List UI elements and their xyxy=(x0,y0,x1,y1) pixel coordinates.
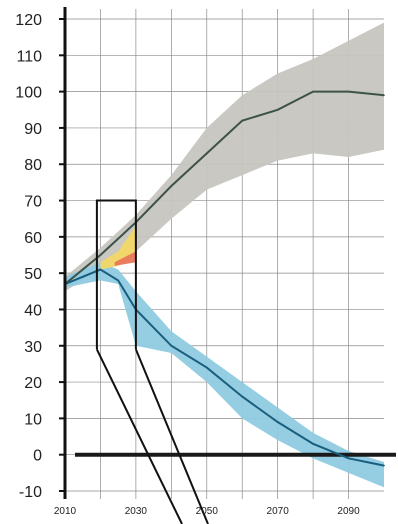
series-point xyxy=(383,94,385,97)
y-tick-label: 60 xyxy=(24,230,42,247)
series-line xyxy=(64,90,385,285)
y-tick-label: 110 xyxy=(16,48,42,65)
callout-leader-line xyxy=(96,348,183,524)
x-tick-label: 2010 xyxy=(54,506,77,517)
y-tick-label: 50 xyxy=(24,266,42,283)
y-tick-label: -10 xyxy=(19,484,42,501)
series-point xyxy=(312,443,314,445)
axes xyxy=(59,7,67,499)
series-point xyxy=(99,254,102,256)
series-line xyxy=(64,268,385,467)
series-point xyxy=(241,395,244,398)
band-area xyxy=(114,251,136,266)
series-point xyxy=(241,119,244,122)
series-point xyxy=(170,185,173,187)
y-tick-label: 20 xyxy=(24,375,42,392)
series-point xyxy=(276,108,279,111)
y-tick-label: 100 xyxy=(15,85,42,102)
y-tick-label: 30 xyxy=(24,339,42,356)
band-area xyxy=(65,22,384,292)
series-point xyxy=(347,90,350,93)
series-point xyxy=(347,457,350,460)
series-point xyxy=(312,90,314,93)
series-point xyxy=(276,421,279,423)
callout-leader-line xyxy=(134,349,209,524)
y-tick-label: 70 xyxy=(24,194,42,211)
series-point xyxy=(170,344,173,347)
callout-box xyxy=(95,199,209,524)
series-point xyxy=(383,464,385,467)
y-tick-label: 10 xyxy=(24,411,42,428)
series-point xyxy=(99,268,102,271)
y-tick-label: 80 xyxy=(24,157,42,174)
x-tick-label: 2030 xyxy=(125,506,148,517)
series-point xyxy=(205,152,208,155)
y-tick-label: 0 xyxy=(33,448,42,465)
series-lines xyxy=(64,90,385,467)
y-tick-label: 90 xyxy=(24,121,42,138)
x-tick-label: 2050 xyxy=(196,506,219,517)
series-point xyxy=(117,279,119,282)
x-tick-label: 2090 xyxy=(337,506,360,517)
series-point xyxy=(205,366,208,369)
y-tick-label: 120 xyxy=(15,12,42,29)
x-tick-label: 2070 xyxy=(267,506,290,517)
y-tick-label: 40 xyxy=(24,302,42,319)
callout-box-outline xyxy=(95,199,137,350)
x-tick-labels: 2010 2030 2050 2070 2090 xyxy=(54,506,360,517)
